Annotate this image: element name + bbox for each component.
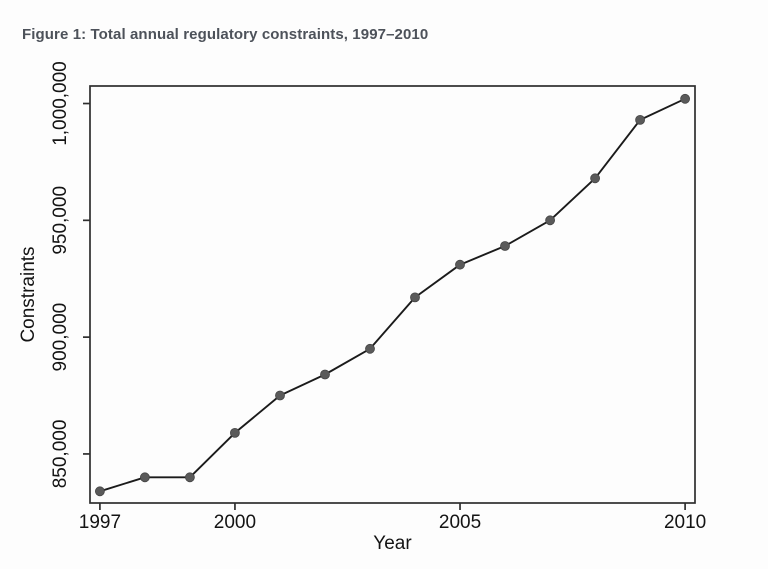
data-point-1997 [95,486,105,497]
figure-title: Figure 1: Total annual regulatory constr… [22,26,429,43]
data-point-2006 [500,241,510,251]
data-point-2000 [229,427,240,438]
data-point-2001 [275,390,285,401]
data-point-2004 [410,292,420,303]
x-axis-title: Year [373,533,412,554]
x-tick-label-2010: 2010 [664,512,706,533]
plot-frame [89,85,696,504]
data-point-1999 [184,472,195,483]
y-axis-title: Constraints [18,246,39,342]
data-point-2007 [545,215,555,226]
data-point-2009 [635,115,645,125]
y-tick-label-900000: 900,000 [50,303,71,372]
y-tick-label-850000: 850,000 [50,420,71,489]
data-point-2010 [680,93,690,104]
data-line [98,97,687,493]
x-tick-label-2005: 2005 [439,512,481,533]
data-point-2005 [455,259,465,270]
data-point-1998 [139,472,150,483]
data-point-2003 [365,343,375,354]
x-tick-label-2000: 2000 [214,512,256,533]
y-tick-label-1000000: 1,000,000 [50,61,71,146]
data-point-2008 [590,173,600,184]
x-tick-label-1997: 1997 [79,512,121,533]
y-tick-label-950000: 950,000 [50,186,71,255]
data-point-2002 [320,369,330,380]
